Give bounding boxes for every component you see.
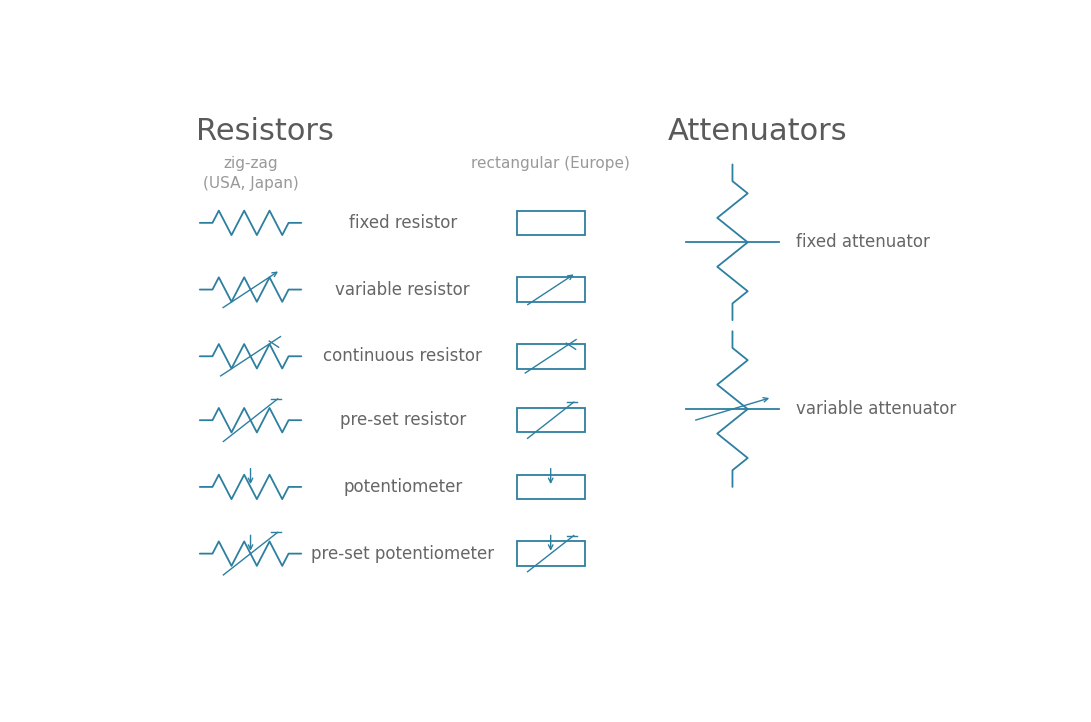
Text: fixed resistor: fixed resistor: [349, 214, 457, 232]
Text: Attenuators: Attenuators: [668, 117, 848, 147]
Text: variable attenuator: variable attenuator: [796, 400, 956, 418]
Bar: [517, 211, 585, 235]
Text: variable resistor: variable resistor: [335, 281, 470, 299]
Text: continuous resistor: continuous resistor: [323, 347, 482, 365]
Bar: [517, 344, 585, 368]
Text: pre-set potentiometer: pre-set potentiometer: [311, 544, 494, 562]
Bar: [517, 408, 585, 432]
Text: pre-set resistor: pre-set resistor: [339, 412, 466, 429]
Text: fixed attenuator: fixed attenuator: [796, 233, 930, 251]
Bar: [517, 474, 585, 499]
Text: rectangular (Europe): rectangular (Europe): [471, 156, 631, 171]
Text: Resistors: Resistors: [195, 117, 334, 147]
Text: potentiometer: potentiometer: [343, 478, 463, 496]
Bar: [517, 277, 585, 302]
Bar: [517, 542, 585, 566]
Text: zig-zag
(USA, Japan): zig-zag (USA, Japan): [203, 156, 299, 191]
